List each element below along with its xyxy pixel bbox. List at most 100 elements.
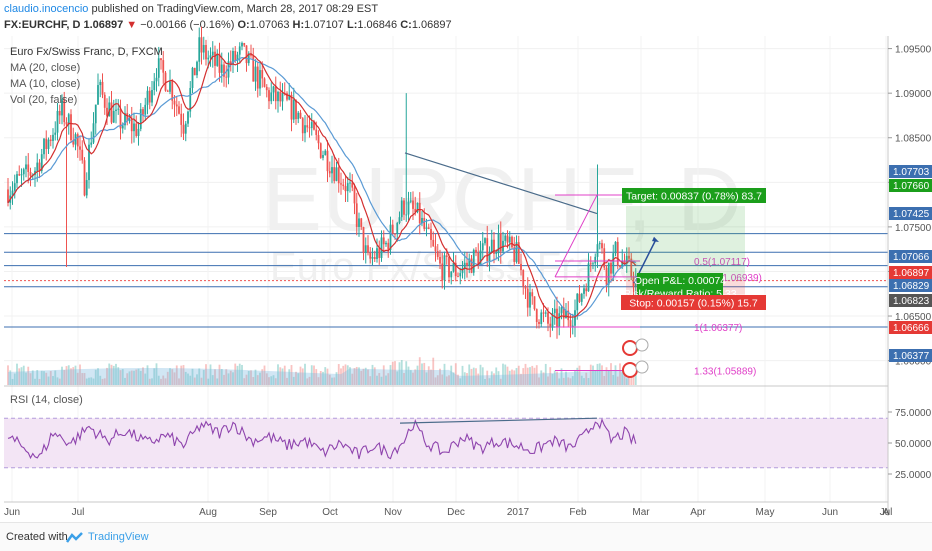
candle-body (315, 129, 318, 136)
candle-body (207, 57, 210, 60)
volume-bar (427, 366, 430, 385)
x-tick-label: May (756, 507, 775, 518)
candle-body (126, 113, 129, 122)
candle-body (88, 144, 90, 181)
volume-bar (306, 378, 309, 385)
volume-bar (193, 377, 196, 385)
candle-body (407, 201, 410, 215)
candle-body (535, 309, 538, 323)
volume-bar (88, 377, 90, 385)
volume-bar (295, 371, 297, 385)
volume-bar (52, 376, 54, 385)
candle-body (27, 164, 30, 172)
candle-body (43, 138, 45, 155)
candle-body (430, 228, 432, 240)
x-tick-label: Sep (259, 507, 277, 518)
volume-bar (497, 371, 500, 385)
volume-bar (529, 367, 531, 385)
candle-body (202, 45, 205, 53)
volume-bar (74, 365, 77, 385)
candle-body (139, 109, 142, 129)
candle-body (477, 252, 480, 266)
candle-body (551, 313, 554, 327)
volume-bar (481, 367, 484, 385)
volume-bar (187, 373, 189, 385)
candle-body (67, 114, 70, 125)
candle-body (439, 256, 441, 264)
legend-rsi[interactable]: RSI (14, close) (10, 394, 83, 406)
candle-body (398, 217, 401, 223)
candle-body (544, 312, 547, 314)
candle-body (454, 262, 457, 277)
rsi-band (4, 418, 888, 468)
volume-bar (436, 375, 439, 385)
candle-body (592, 263, 594, 265)
candle-body (605, 267, 608, 285)
volume-bar (117, 367, 120, 385)
volume-bar (322, 371, 324, 385)
legend-ma10[interactable]: MA (10, close) (10, 78, 81, 90)
candle-body (166, 90, 169, 92)
volume-bar (466, 373, 468, 385)
candle-body (277, 91, 279, 102)
volume-bar (544, 363, 547, 385)
volume-bar (571, 376, 574, 385)
volume-bar (470, 368, 473, 385)
volume-bar (484, 378, 486, 385)
candle-body (121, 125, 124, 129)
candle-body (326, 150, 329, 172)
volume-bar (367, 369, 369, 385)
volume-bar (288, 369, 291, 385)
legend-volume[interactable]: Vol (20, false) (10, 94, 78, 106)
candle-body (376, 248, 378, 259)
candle-body (621, 261, 624, 267)
volume-bar (20, 367, 23, 385)
candle-body (394, 233, 396, 235)
candle-body (83, 160, 86, 196)
x-tick-label: Jul (880, 507, 893, 518)
candle-body (288, 94, 291, 100)
volume-bar (297, 373, 300, 385)
candle-body (274, 86, 277, 102)
volume-bar (90, 377, 93, 385)
volume-bar (36, 370, 39, 385)
candle-body (279, 91, 282, 102)
candle-body (214, 51, 216, 66)
target-box (622, 188, 766, 203)
legend-ma20[interactable]: MA (20, close) (10, 62, 81, 74)
price-label-box (889, 165, 932, 178)
candle-body (49, 139, 52, 141)
candle-body (522, 270, 525, 287)
candle-body (295, 99, 297, 120)
volume-bar (250, 370, 252, 385)
candle-body (76, 134, 79, 147)
candle-body (623, 261, 626, 264)
volume-bar (439, 368, 441, 385)
high-label: H: (292, 19, 305, 31)
volume-bar (63, 370, 66, 385)
candle-body (335, 167, 338, 181)
candle-body (22, 169, 25, 175)
candle-body (270, 92, 273, 102)
volume-bar (178, 378, 180, 385)
volume-bar (630, 370, 633, 385)
volume-bar (598, 363, 601, 385)
volume-bar (259, 372, 261, 385)
candle-body (369, 252, 372, 259)
volume-bar (207, 378, 210, 385)
candle-body (445, 255, 448, 257)
candle-body (490, 239, 493, 253)
volume-bar (490, 371, 493, 385)
volume-bar (315, 369, 318, 385)
candle-body (164, 72, 167, 91)
volume-bar (110, 364, 113, 385)
volume-bar (47, 376, 50, 385)
volume-bar (508, 370, 511, 385)
candle-body (472, 249, 475, 273)
tradingview-brand[interactable]: TradingView (88, 531, 149, 543)
volume-bar (223, 374, 225, 385)
author-link[interactable]: claudio.inocencio (4, 3, 89, 15)
candle-body (612, 253, 615, 274)
published-text: published on TradingView.com, March 28, … (91, 3, 379, 15)
